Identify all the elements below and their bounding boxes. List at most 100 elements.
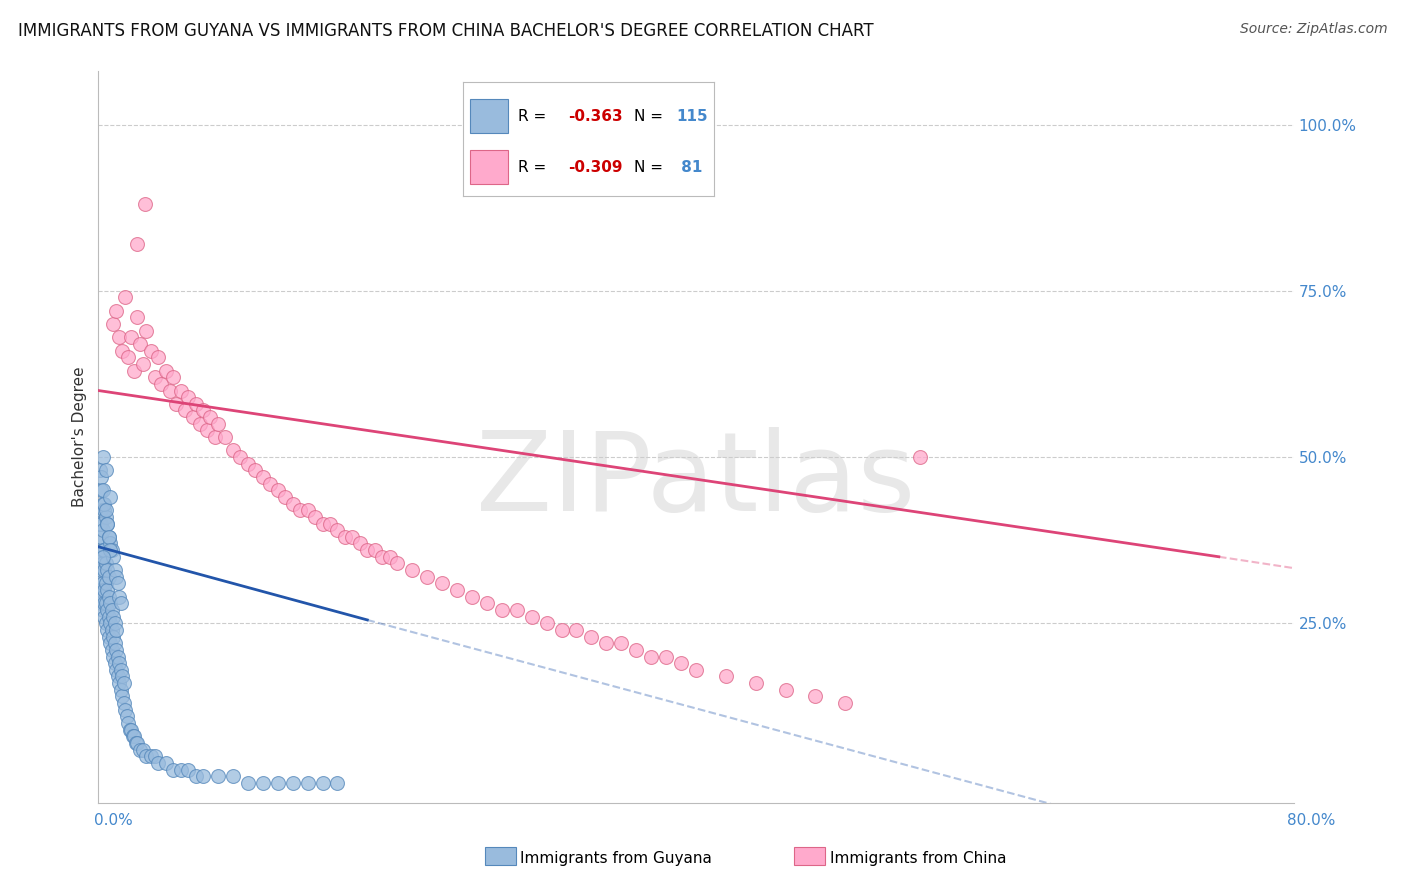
Point [112, 676, 135, 690]
Point [714, 669, 737, 683]
Point [129, 337, 152, 351]
Point [685, 663, 707, 677]
Point [184, 769, 207, 783]
Point [150, 376, 173, 391]
Point [565, 623, 588, 637]
Point [908, 450, 931, 464]
Point [177, 390, 200, 404]
Point [103, 630, 125, 644]
Point [326, 523, 349, 537]
Point [125, 736, 148, 750]
Point [93, 563, 115, 577]
Point [91, 557, 114, 571]
Point [96, 516, 118, 531]
Point [89, 463, 111, 477]
Point [90, 530, 112, 544]
Point [89, 582, 111, 597]
Point [96, 516, 118, 531]
Y-axis label: Bachelor's Degree: Bachelor's Degree [72, 367, 87, 508]
Point [655, 649, 678, 664]
Point [103, 317, 125, 331]
Text: ZIPatlas: ZIPatlas [477, 427, 915, 534]
Point [288, 503, 311, 517]
Point [155, 756, 177, 770]
Point [169, 763, 191, 777]
Point [89, 549, 111, 564]
Point [91, 543, 114, 558]
Point [267, 776, 290, 790]
Point [101, 643, 124, 657]
Point [108, 656, 131, 670]
Point [162, 763, 184, 777]
Point [204, 430, 226, 444]
Point [108, 676, 131, 690]
Point [101, 543, 124, 558]
Point [311, 516, 333, 531]
Point [105, 303, 128, 318]
Point [98, 636, 122, 650]
Point [101, 623, 124, 637]
Point [550, 623, 572, 637]
Point [640, 649, 662, 664]
Point [103, 649, 125, 664]
Point [775, 682, 797, 697]
Point [506, 603, 529, 617]
Point [536, 616, 558, 631]
Point [430, 576, 453, 591]
Point [94, 616, 117, 631]
Point [132, 357, 155, 371]
Point [111, 669, 134, 683]
Point [98, 543, 122, 558]
Point [107, 669, 129, 683]
Point [101, 603, 124, 617]
Point [104, 636, 127, 650]
Point [304, 509, 326, 524]
Point [96, 603, 118, 617]
Text: IMMIGRANTS FROM GUYANA VS IMMIGRANTS FROM CHINA BACHELOR'S DEGREE CORRELATION CH: IMMIGRANTS FROM GUYANA VS IMMIGRANTS FRO… [18, 22, 875, 40]
Point [610, 636, 633, 650]
Point [236, 457, 259, 471]
Point [89, 570, 111, 584]
Point [110, 682, 132, 697]
Point [93, 582, 115, 597]
Point [416, 570, 439, 584]
Point [105, 570, 128, 584]
Point [371, 549, 394, 564]
Text: Immigrants from China: Immigrants from China [830, 851, 1007, 865]
Point [91, 576, 114, 591]
Point [297, 776, 319, 790]
Point [110, 663, 132, 677]
Point [274, 490, 297, 504]
Point [121, 729, 143, 743]
Point [98, 536, 122, 550]
Point [90, 596, 112, 610]
Point [93, 503, 115, 517]
Text: 80.0%: 80.0% [1288, 814, 1336, 828]
Point [117, 351, 139, 365]
Point [94, 557, 117, 571]
Point [97, 609, 120, 624]
Point [626, 643, 648, 657]
Point [90, 470, 112, 484]
Point [236, 776, 259, 790]
Point [148, 351, 170, 365]
Point [252, 776, 274, 790]
Point [200, 410, 222, 425]
Point [162, 370, 184, 384]
Point [177, 763, 200, 777]
Point [94, 503, 117, 517]
Point [184, 397, 207, 411]
Point [745, 676, 768, 690]
Point [134, 197, 156, 211]
Point [127, 310, 149, 325]
Point [804, 690, 827, 704]
Point [595, 636, 617, 650]
Point [148, 756, 170, 770]
Point [91, 483, 114, 498]
Point [401, 563, 423, 577]
Point [115, 709, 138, 723]
Point [385, 557, 409, 571]
Point [98, 596, 122, 610]
Point [281, 497, 304, 511]
Point [120, 330, 142, 344]
